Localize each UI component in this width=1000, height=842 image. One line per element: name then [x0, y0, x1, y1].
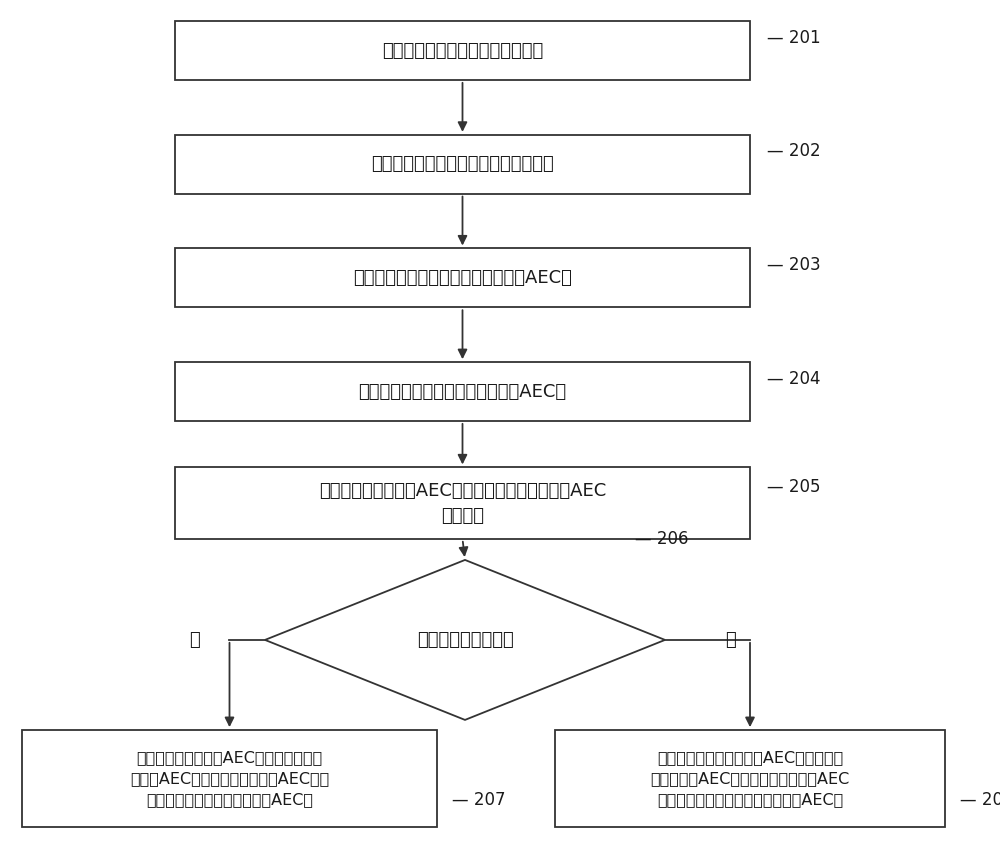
Text: 使用上次拍摄时所采用的AEC值作为摄像
装置初始的AEC值，控制摄像装置从AEC
值开始收敛，得到摄像装置的目标AEC值: 使用上次拍摄时所采用的AEC值作为摄像 装置初始的AEC值，控制摄像装置从AEC…	[650, 750, 850, 807]
Bar	[555, 730, 945, 827]
Bar	[175, 362, 750, 421]
Text: — 201: — 201	[767, 29, 821, 46]
Bar	[175, 248, 750, 307]
Text: — 204: — 204	[767, 370, 820, 387]
Text: 使用亮度信息对应的AEC值作为摄像装置
初始的AEC值，控制摄像装置从AEC值开
始收敛，得到摄像装置的目标AEC值: 使用亮度信息对应的AEC值作为摄像装置 初始的AEC值，控制摄像装置从AEC值开…	[130, 750, 329, 807]
Bar	[175, 21, 750, 80]
Text: — 203: — 203	[767, 256, 821, 274]
Bar	[175, 467, 750, 539]
Bar	[175, 135, 750, 194]
Text: — 202: — 202	[767, 142, 821, 160]
Text: 否: 否	[725, 631, 735, 649]
Text: — 207: — 207	[452, 791, 506, 808]
Text: 获取亮度信息对应的AEC值与上次拍摄时所采用的AEC
值的差值: 获取亮度信息对应的AEC值与上次拍摄时所采用的AEC 值的差值	[319, 482, 606, 525]
Bar	[22, 730, 437, 827]
Text: 差值超出预设的阈值: 差值超出预设的阈值	[417, 631, 513, 649]
Polygon shape	[265, 560, 665, 720]
Text: 获取摄像装置试图切换的目标变焦倍数: 获取摄像装置试图切换的目标变焦倍数	[371, 155, 554, 173]
Text: 获取摄像装置上次拍摄时所采用的AEC值: 获取摄像装置上次拍摄时所采用的AEC值	[358, 382, 567, 401]
Text: 根据亮度信息获取与亮度信息对应的AEC值: 根据亮度信息获取与亮度信息对应的AEC值	[353, 269, 572, 287]
Text: — 208: — 208	[960, 791, 1000, 808]
Text: 是: 是	[190, 631, 200, 649]
Text: — 205: — 205	[767, 478, 820, 496]
Text: 采集终端设备所处环境的亮度信息: 采集终端设备所处环境的亮度信息	[382, 41, 543, 60]
Text: — 206: — 206	[635, 530, 688, 548]
